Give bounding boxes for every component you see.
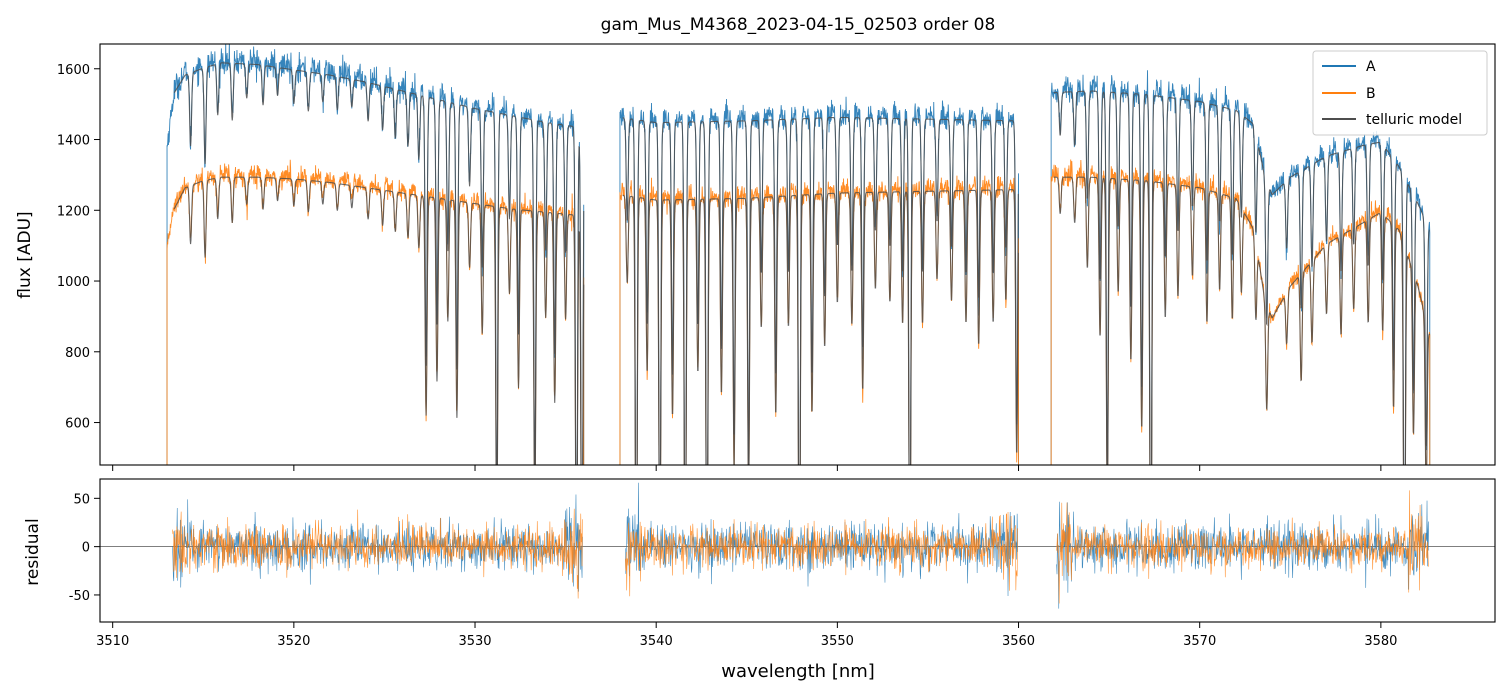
residual-y-tick-label: -50 (69, 589, 90, 604)
x-axis-label: wavelength [nm] (721, 661, 875, 682)
flux-y-tick-label: 1600 (57, 63, 90, 78)
telluric-model-line (622, 189, 1019, 465)
residual-panel: -50 0 50 3510 3520 3530 3540 3550 3560 3570 3580 r… (23, 478, 1496, 682)
flux-series-b (166, 159, 585, 465)
residual-x-tick-label: 3540 (640, 634, 673, 649)
residual-series-b (625, 511, 1018, 597)
flux-y-tick-label: 1200 (57, 204, 90, 219)
residual-x-tick-label: 3560 (1002, 634, 1035, 649)
residual-x-tick-label: 3580 (1364, 634, 1397, 649)
residual-plot-area (100, 482, 1495, 609)
flux-y-tick-label: 800 (65, 346, 90, 361)
flux-y-tick-label: 1400 (57, 134, 90, 149)
flux-y-tick-label: 600 (65, 417, 90, 432)
flux-plot-area (166, 44, 1431, 465)
legend-box (1312, 50, 1488, 136)
chart-title: gam_Mus_M4368_2023-04-15_02503 order 08 (601, 15, 996, 35)
telluric-model-line (622, 116, 1019, 465)
legend-label-a: A (1366, 59, 1376, 75)
flux-y-tick-label: 1000 (57, 275, 90, 290)
residual-axis-ticks: -50 0 50 3510 3520 3530 3540 3550 3560 3570 3580 (69, 492, 1398, 649)
residual-x-tick-label: 3570 (1183, 634, 1216, 649)
residual-x-tick-label: 3520 (277, 634, 310, 649)
legend: A B telluric model (1312, 50, 1488, 136)
residual-series-b (1056, 490, 1430, 604)
telluric-model-line (173, 62, 585, 465)
flux-axis-ticks: 600 800 1000 1200 1400 1600 (57, 63, 1382, 471)
flux-plot-frame (99, 43, 1496, 466)
residual-series-b (172, 508, 583, 599)
flux-y-axis-label: flux [ADU] (15, 211, 35, 298)
residual-y-tick-label: 50 (73, 492, 90, 507)
legend-label-telluric: telluric model (1366, 112, 1462, 128)
residual-x-tick-label: 3550 (821, 634, 854, 649)
residual-plot-frame (99, 478, 1496, 623)
telluric-model-line (1053, 90, 1430, 465)
flux-panel: 600 800 1000 1200 1400 1600 flux [ADU] A B te… (15, 43, 1496, 471)
residual-y-tick-label: 0 (82, 541, 90, 556)
residual-x-tick-label: 3530 (458, 634, 491, 649)
residual-y-axis-label: residual (23, 518, 43, 585)
legend-label-b: B (1366, 86, 1376, 102)
telluric-model-line (173, 176, 585, 465)
residual-series-a (1056, 500, 1430, 609)
telluric-model-line (1053, 176, 1431, 465)
residual-x-tick-label: 3510 (96, 634, 129, 649)
